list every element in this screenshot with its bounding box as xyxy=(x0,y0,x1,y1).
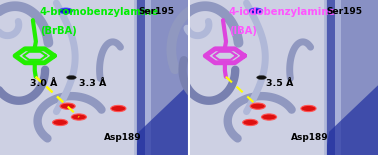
Text: 3.0 Å: 3.0 Å xyxy=(30,79,57,88)
Bar xyxy=(325,0,335,155)
Polygon shape xyxy=(135,85,188,155)
Text: 3.3 Å: 3.3 Å xyxy=(79,79,106,88)
Bar xyxy=(190,0,378,155)
Circle shape xyxy=(257,75,266,80)
Circle shape xyxy=(262,114,277,120)
Circle shape xyxy=(250,103,265,109)
Circle shape xyxy=(53,119,68,126)
Text: 3.5 Å: 3.5 Å xyxy=(266,79,293,88)
Bar xyxy=(325,0,378,155)
Text: Ser195: Ser195 xyxy=(139,7,175,16)
Bar xyxy=(135,0,188,155)
Circle shape xyxy=(111,105,126,112)
Text: Asp189: Asp189 xyxy=(291,133,329,142)
Text: Ser195: Ser195 xyxy=(326,7,362,16)
Circle shape xyxy=(60,103,75,109)
Circle shape xyxy=(71,114,87,120)
Circle shape xyxy=(67,75,76,80)
Bar xyxy=(145,0,151,155)
Bar xyxy=(188,0,190,155)
Bar xyxy=(335,0,341,155)
Text: Asp189: Asp189 xyxy=(104,133,142,142)
Text: (IBA): (IBA) xyxy=(229,26,257,36)
Text: 4-bromobenzylamine: 4-bromobenzylamine xyxy=(40,7,159,17)
Circle shape xyxy=(249,8,263,14)
Circle shape xyxy=(243,119,258,126)
Text: (BrBA): (BrBA) xyxy=(40,26,76,36)
Circle shape xyxy=(301,105,316,112)
Polygon shape xyxy=(325,85,378,155)
Circle shape xyxy=(59,8,73,14)
Bar xyxy=(135,0,145,155)
Bar xyxy=(0,0,188,155)
Text: 4-iodobenzylamine: 4-iodobenzylamine xyxy=(229,7,336,17)
